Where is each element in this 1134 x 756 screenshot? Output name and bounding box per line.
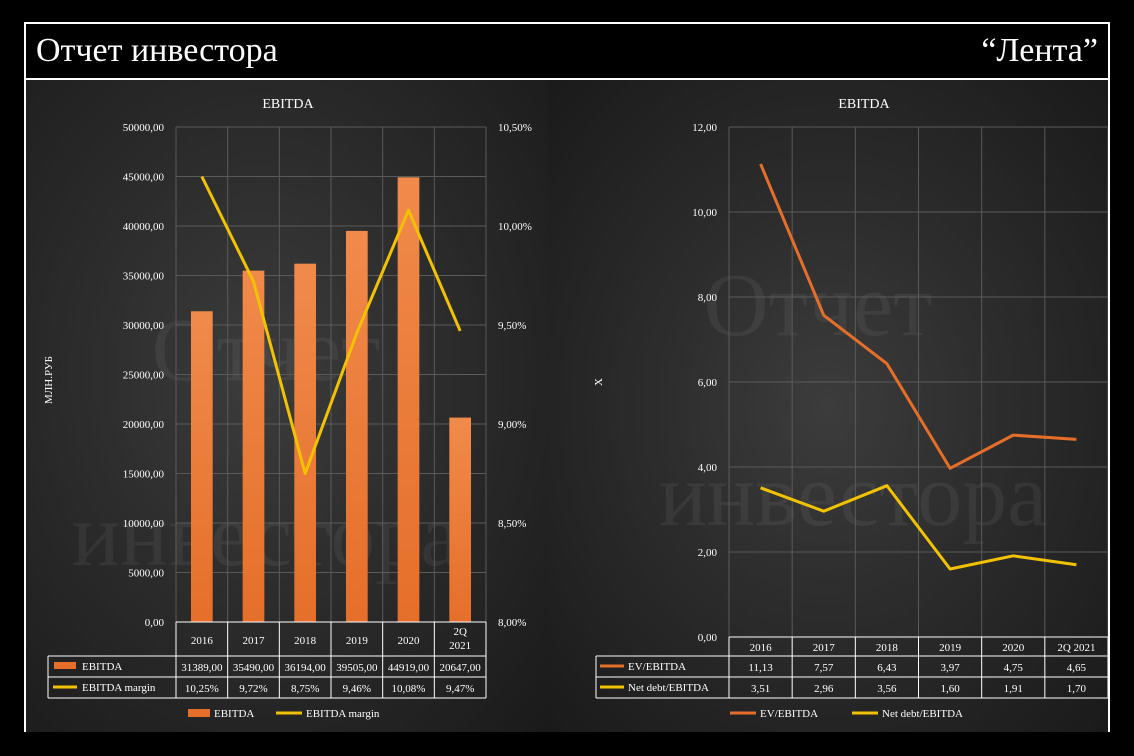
margin-value-label: 9,72% xyxy=(239,683,267,695)
watermark-line1: Отчет xyxy=(704,256,933,355)
y-tick-label: 15000,00 xyxy=(123,469,165,481)
ebitda-value-label: 39505,00 xyxy=(336,662,378,674)
y2-tick-label: 10,00% xyxy=(498,221,532,233)
ev-ebitda-value-label: 4,75 xyxy=(1004,662,1024,674)
net-debt-value-label: 1,70 xyxy=(1067,683,1087,695)
x-tick-label: 2Q xyxy=(453,626,467,638)
y-tick-label: 25000,00 xyxy=(123,370,165,382)
ev-ebitda-value-label: 7,57 xyxy=(814,662,834,674)
ev-ebitda-value-label: 3,97 xyxy=(940,662,960,674)
ebitda-bar xyxy=(190,311,213,622)
y-tick-label: 0,00 xyxy=(145,617,165,629)
ebitda-value-label: 36194,00 xyxy=(285,662,327,674)
ebitda-value-label: 20647,00 xyxy=(440,662,482,674)
ebitda-panel: Отчет инвестора EBITDA 0,00 5000,00 10000,00 1… xyxy=(26,80,548,732)
y-axis-label: X xyxy=(593,378,605,386)
report-frame: Отчет инвестора “Лента” Отчет инвестора EB… xyxy=(24,22,1110,732)
y-tick-label: 12,00 xyxy=(692,122,717,134)
net-debt-value-label: 1,91 xyxy=(1004,683,1023,695)
legend-label: EBITDA xyxy=(214,708,254,720)
x-tick-label: 2Q 2021 xyxy=(1057,642,1095,654)
company-name: “Лента” xyxy=(981,32,1098,69)
ebitda-bar xyxy=(294,263,317,622)
x-tick-label: 2016 xyxy=(191,635,214,647)
watermark-line2: инвестора xyxy=(659,446,1048,545)
margin-value-label: 9,47% xyxy=(446,683,474,695)
table-series-name: EBITDA margin xyxy=(82,682,156,694)
watermark-line1: Отчет xyxy=(152,301,381,400)
net-debt-value-label: 3,51 xyxy=(751,683,770,695)
legend-label: EV/EBITDA xyxy=(760,708,818,720)
ebitda-bar xyxy=(397,177,420,622)
y-tick-label: 30000,00 xyxy=(123,320,165,332)
y-axis-label: МЛН.РУБ xyxy=(43,356,55,404)
y2-tick-label: 9,00% xyxy=(498,419,526,431)
x-tick-label: 2020 xyxy=(1002,642,1025,654)
ebitda-bar xyxy=(242,270,265,622)
report-header: Отчет инвестора “Лента” xyxy=(26,24,1108,80)
ev-netdebt-chart: Отчет инвестора EBITDA 0,00 2,00 4,00 6,00 8,00… xyxy=(593,97,1108,720)
margin-value-label: 10,25% xyxy=(185,683,219,695)
y2-tick-label: 10,50% xyxy=(498,122,532,134)
x-tick-label: 2018 xyxy=(294,635,317,647)
legend-label: Net debt/EBITDA xyxy=(882,708,963,720)
y-tick-label: 20000,00 xyxy=(123,419,165,431)
x-tick-label: 2019 xyxy=(939,642,962,654)
multiples-panel: Отчет инвестора EBITDA 0,00 2,00 4,00 6,00 8,00… xyxy=(548,80,1108,732)
margin-value-label: 9,46% xyxy=(343,683,371,695)
y-tick-label: 8,00 xyxy=(698,292,718,304)
table-series-name: EV/EBITDA xyxy=(628,661,686,673)
x-tick-label: 2017 xyxy=(813,642,836,654)
margin-value-label: 8,75% xyxy=(291,683,319,695)
ebitda-value-label: 35490,00 xyxy=(233,662,275,674)
y-tick-label: 0,00 xyxy=(698,632,718,644)
y-tick-label: 45000,00 xyxy=(123,172,165,184)
y2-tick-label: 8,50% xyxy=(498,518,526,530)
x-tick-label: 2016 xyxy=(750,642,773,654)
x-tick-label: 2020 xyxy=(398,635,421,647)
x-tick-label: 2018 xyxy=(876,642,899,654)
net-debt-value-label: 2,96 xyxy=(814,683,834,695)
report-title: Отчет инвестора xyxy=(36,32,278,69)
watermark-line2: инвестора xyxy=(72,486,461,585)
y-tick-label: 10000,00 xyxy=(123,518,165,530)
ebitda-bar xyxy=(449,417,472,622)
table-series-name: EBITDA xyxy=(82,661,122,673)
x-tick-label: 2021 xyxy=(449,640,471,652)
ebitda-margin-chart: Отчет инвестора EBITDA 0,00 5000,00 10000,00 1… xyxy=(43,97,532,720)
y-tick-label: 6,00 xyxy=(698,377,718,389)
ev-ebitda-value-label: 11,13 xyxy=(748,662,773,674)
ebitda-value-label: 44919,00 xyxy=(388,662,430,674)
ev-ebitda-line xyxy=(759,163,1077,470)
ebitda-bar xyxy=(345,230,368,622)
ebitda-value-label: 31389,00 xyxy=(181,662,223,674)
chart-title: EBITDA xyxy=(262,97,314,112)
y-tick-label: 2,00 xyxy=(698,547,718,559)
net-debt-value-label: 1,60 xyxy=(940,683,960,695)
y2-tick-label: 8,00% xyxy=(498,617,526,629)
y-tick-label: 10,00 xyxy=(692,207,717,219)
x-tick-label: 2017 xyxy=(243,635,266,647)
y-tick-label: 5000,00 xyxy=(128,568,164,580)
y-tick-label: 35000,00 xyxy=(123,271,165,283)
table-key-ebitda xyxy=(54,662,76,669)
ev-ebitda-value-label: 4,65 xyxy=(1067,662,1087,674)
legend-key-ebitda xyxy=(188,709,210,717)
y-tick-label: 40000,00 xyxy=(123,221,165,233)
legend-label: EBITDA margin xyxy=(306,708,380,720)
ev-ebitda-value-label: 6,43 xyxy=(877,662,897,674)
net-debt-ebitda-line xyxy=(760,484,1077,571)
net-debt-value-label: 3,56 xyxy=(877,683,897,695)
y-tick-label: 50000,00 xyxy=(123,122,165,134)
y2-tick-label: 9,50% xyxy=(498,320,526,332)
table-series-name: Net debt/EBITDA xyxy=(628,682,709,694)
ebitda-margin-line xyxy=(200,175,462,475)
margin-value-label: 10,08% xyxy=(392,683,426,695)
x-tick-label: 2019 xyxy=(346,635,369,647)
chart-title: EBITDA xyxy=(838,97,890,112)
y-tick-label: 4,00 xyxy=(698,462,718,474)
